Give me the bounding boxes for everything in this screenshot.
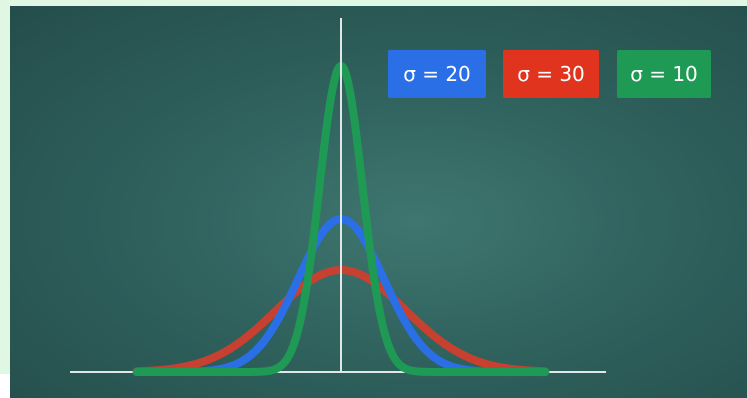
legend-label-sigma-20: σ = 20 [403,62,471,86]
chart-panel: σ = 20 σ = 30 σ = 10 [10,6,747,398]
legend-badge-sigma-30: σ = 30 [503,50,599,98]
legend-badge-sigma-10: σ = 10 [617,50,711,98]
legend-label-sigma-10: σ = 10 [630,62,698,86]
page-margin [0,374,10,398]
legend-badge-sigma-20: σ = 20 [388,50,486,98]
chart-svg [70,18,606,376]
legend-label-sigma-30: σ = 30 [517,62,585,86]
